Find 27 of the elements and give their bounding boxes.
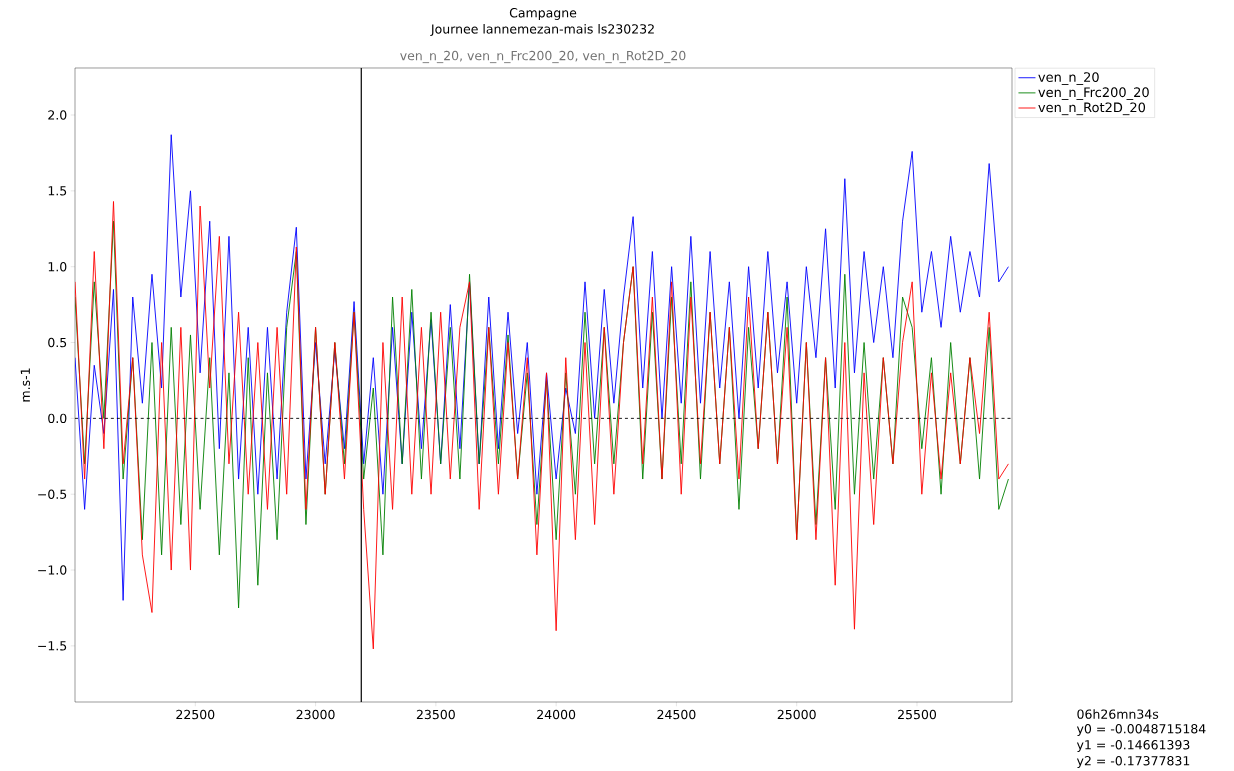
- y-tick-label: 1.5: [48, 186, 67, 196]
- legend-label: ven_n_Rot2D_20: [1038, 102, 1146, 116]
- legend-label: ven_n_Frc200_20: [1038, 87, 1149, 101]
- text: ven_n_20, ven_n_Frc200_20, ven_n_Rot2D_20: [400, 50, 686, 64]
- y-axis-title: m.s-1: [20, 368, 31, 402]
- x-tick-label: 25500: [898, 709, 937, 720]
- line-series: [75, 134, 1009, 601]
- y-tick-label: 1.0: [48, 261, 67, 272]
- x-tick-label: 22500: [176, 709, 215, 720]
- chart-subtitle: Journee lannemezan-mais ls230232: [430, 23, 654, 36]
- chart-title: Campagne: [509, 8, 577, 20]
- y-tick-label: 0.5: [48, 337, 67, 348]
- x-tick-label: 25000: [777, 709, 816, 720]
- x-tick-label: 24000: [537, 709, 576, 720]
- x-tick-label: 23500: [416, 709, 455, 720]
- legend-label: ven_n_20: [1038, 72, 1099, 85]
- text: y0 = -0.0048715184: [1076, 724, 1206, 736]
- y-tick-label: 0.0: [48, 413, 67, 424]
- text: y1 = -0.14661393: [1076, 740, 1190, 752]
- text: y2 = -0.17377831: [1076, 756, 1190, 768]
- text: 06h26mn34s: [1077, 709, 1159, 719]
- x-tick-label: 23000: [296, 709, 335, 720]
- y-tick-label: 2.0: [48, 110, 67, 120]
- y-tick-label: −0.5: [38, 489, 67, 499]
- y-tick-label: −1.0: [38, 565, 67, 575]
- y-tick-label: −1.5: [38, 641, 67, 651]
- x-tick-label: 24500: [657, 709, 696, 720]
